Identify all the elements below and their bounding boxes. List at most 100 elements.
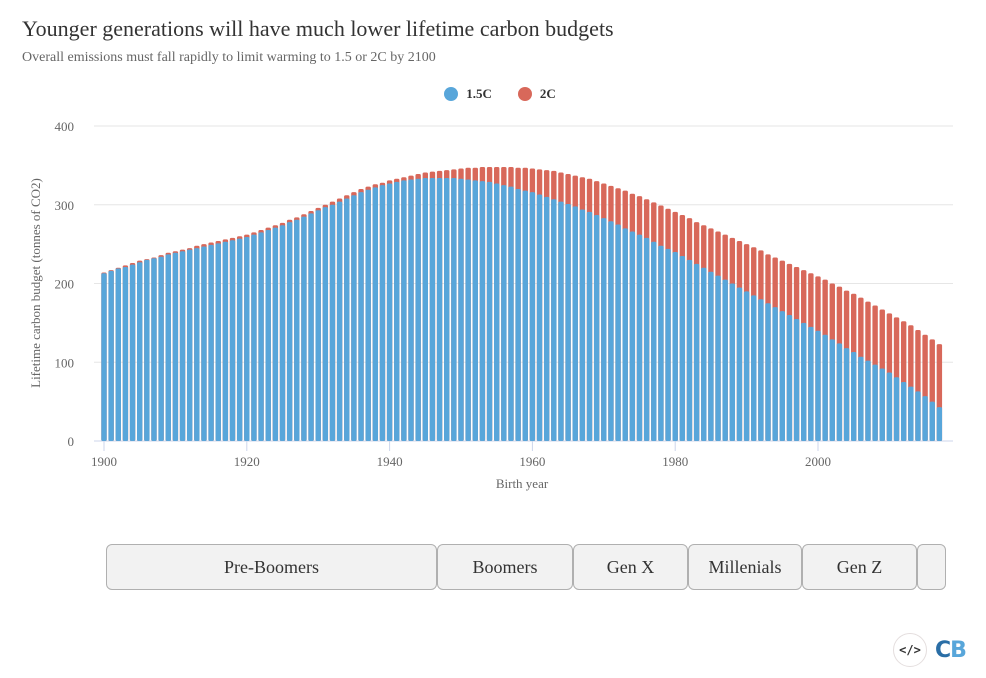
- bar-1-5c-1952[interactable]: [472, 180, 478, 441]
- bar-1-5c-1921[interactable]: [251, 234, 257, 441]
- bar-1-5c-1908[interactable]: [158, 256, 164, 441]
- bar-1-5c-2011[interactable]: [893, 377, 900, 441]
- bar-1-5c-1998[interactable]: [801, 322, 807, 441]
- generation-button-gen-z[interactable]: Gen Z: [802, 544, 917, 590]
- bar-1-5c-1970[interactable]: [601, 218, 607, 441]
- bar-1-5c-1999[interactable]: [808, 326, 814, 441]
- bar-1-5c-1934[interactable]: [344, 198, 350, 441]
- bar-1-5c-1964[interactable]: [558, 201, 564, 441]
- bar-1-5c-1903[interactable]: [122, 266, 129, 441]
- bar-1-5c-1988[interactable]: [729, 283, 736, 442]
- bar-1-5c-1910[interactable]: [172, 252, 179, 441]
- bar-1-5c-1958[interactable]: [515, 189, 521, 441]
- bar-1-5c-1962[interactable]: [543, 196, 550, 441]
- bar-1-5c-1997[interactable]: [793, 318, 800, 441]
- bar-1-5c-1931[interactable]: [322, 207, 329, 441]
- bar-1-5c-1976[interactable]: [643, 237, 650, 441]
- bar-1-5c-1904[interactable]: [129, 264, 136, 441]
- bar-1-5c-1959[interactable]: [522, 190, 528, 441]
- bar-1-5c-2009[interactable]: [879, 368, 885, 441]
- bar-1-5c-1975[interactable]: [636, 234, 643, 441]
- bar-1-5c-1972[interactable]: [615, 224, 621, 441]
- bar-1-5c-1914[interactable]: [201, 246, 207, 441]
- bar-1-5c-1900[interactable]: [101, 273, 107, 441]
- bar-1-5c-2015[interactable]: [922, 396, 928, 441]
- bar-1-5c-1990[interactable]: [743, 291, 750, 441]
- bar-1-5c-1943[interactable]: [408, 179, 414, 442]
- bar-1-5c-1919[interactable]: [236, 238, 243, 441]
- bar-1-5c-1954[interactable]: [486, 181, 493, 441]
- bar-1-5c-1991[interactable]: [751, 295, 757, 441]
- bar-1-5c-1909[interactable]: [165, 254, 171, 441]
- bar-1-5c-2001[interactable]: [822, 334, 828, 441]
- bar-1-5c-2004[interactable]: [843, 348, 850, 441]
- bar-1-5c-1977[interactable]: [651, 241, 657, 441]
- embed-code-icon[interactable]: </>: [893, 633, 927, 667]
- bar-1-5c-1916[interactable]: [215, 243, 221, 441]
- bar-1-5c-1989[interactable]: [736, 287, 743, 441]
- bar-1-5c-1953[interactable]: [479, 181, 486, 441]
- bar-1-5c-1950[interactable]: [458, 178, 464, 441]
- bar-1-5c-1911[interactable]: [179, 251, 186, 441]
- bar-1-5c-2005[interactable]: [851, 352, 857, 441]
- bar-1-5c-1932[interactable]: [329, 204, 336, 441]
- bar-1-5c-1933[interactable]: [336, 201, 343, 441]
- bar-1-5c-1946[interactable]: [429, 177, 436, 441]
- bar-1-5c-1928[interactable]: [301, 216, 307, 441]
- bar-1-5c-2002[interactable]: [829, 339, 835, 441]
- bar-1-5c-1902[interactable]: [115, 268, 121, 441]
- legend-item-2c[interactable]: 2C: [517, 86, 556, 102]
- generation-button-boomers[interactable]: Boomers: [437, 544, 573, 590]
- bar-1-5c-2017[interactable]: [936, 407, 943, 441]
- bar-1-5c-1906[interactable]: [144, 259, 150, 441]
- bar-1-5c-1956[interactable]: [501, 185, 507, 441]
- bar-1-5c-1968[interactable]: [586, 211, 593, 441]
- bar-1-5c-1981[interactable]: [679, 255, 686, 441]
- bar-1-5c-2014[interactable]: [915, 391, 921, 441]
- bar-1-5c-1939[interactable]: [379, 185, 386, 441]
- bar-1-5c-1930[interactable]: [315, 210, 321, 441]
- bar-1-5c-1901[interactable]: [108, 270, 114, 441]
- bar-1-5c-1992[interactable]: [758, 299, 764, 441]
- bar-1-5c-1982[interactable]: [686, 259, 693, 441]
- bar-1-5c-1937[interactable]: [365, 189, 371, 441]
- legend-item-1-5c[interactable]: 1.5C: [444, 86, 492, 102]
- bar-1-5c-1984[interactable]: [701, 267, 707, 441]
- bar-1-5c-1996[interactable]: [786, 315, 793, 441]
- bar-1-5c-1979[interactable]: [665, 248, 671, 441]
- bar-1-5c-1949[interactable]: [451, 177, 457, 441]
- bar-1-5c-2000[interactable]: [815, 330, 821, 441]
- bar-1-5c-1926[interactable]: [286, 222, 293, 441]
- generation-button-gen-x[interactable]: Gen X: [573, 544, 688, 590]
- bar-1-5c-1907[interactable]: [151, 258, 157, 441]
- bar-1-5c-1912[interactable]: [186, 249, 193, 441]
- bar-1-5c-2007[interactable]: [865, 360, 871, 441]
- bar-1-5c-1986[interactable]: [715, 275, 721, 441]
- bar-1-5c-1940[interactable]: [386, 183, 393, 442]
- bar-1-5c-1948[interactable]: [444, 177, 450, 441]
- bar-1-5c-1983[interactable]: [693, 263, 700, 441]
- generation-button-millenials[interactable]: Millenials: [688, 544, 802, 590]
- bar-1-5c-1936[interactable]: [358, 192, 364, 441]
- bar-1-5c-1980[interactable]: [672, 252, 678, 441]
- bar-1-5c-1995[interactable]: [779, 311, 785, 441]
- bar-1-5c-1969[interactable]: [593, 214, 600, 441]
- bar-1-5c-1961[interactable]: [536, 194, 543, 441]
- bar-1-5c-1971[interactable]: [608, 221, 614, 441]
- bar-1-5c-1941[interactable]: [394, 181, 400, 441]
- bar-1-5c-2012[interactable]: [900, 381, 907, 441]
- bar-1-5c-1947[interactable]: [436, 177, 443, 441]
- bar-1-5c-1993[interactable]: [765, 303, 771, 441]
- bar-1-5c-2008[interactable]: [872, 364, 878, 441]
- bar-1-5c-1951[interactable]: [465, 179, 471, 442]
- bar-1-5c-1957[interactable]: [508, 186, 514, 441]
- bar-1-5c-1944[interactable]: [415, 178, 421, 441]
- bar-1-5c-1987[interactable]: [722, 279, 728, 441]
- generation-button-extra[interactable]: [917, 544, 946, 590]
- bar-1-5c-1942[interactable]: [401, 180, 407, 441]
- bar-1-5c-1955[interactable]: [494, 183, 500, 442]
- bar-1-5c-1920[interactable]: [244, 237, 250, 441]
- bar-1-5c-1994[interactable]: [772, 307, 778, 441]
- bar-1-5c-1978[interactable]: [658, 245, 664, 441]
- bar-1-5c-1945[interactable]: [422, 177, 428, 441]
